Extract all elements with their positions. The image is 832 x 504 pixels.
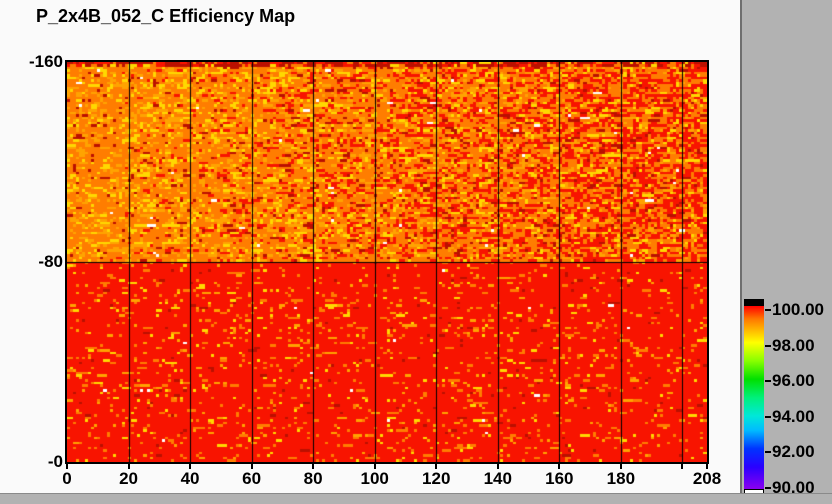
colorbar-gradient <box>744 306 764 489</box>
colorbar-label: 98.00 <box>772 335 815 355</box>
x-axis-tick <box>558 464 561 469</box>
x-axis-label: 100 <box>360 469 389 488</box>
x-axis-tick <box>66 464 68 469</box>
colorbar-tick <box>765 415 771 418</box>
x-axis-tick <box>250 464 253 469</box>
x-axis-tick <box>706 464 708 469</box>
colorbar-label: 100.00 <box>772 300 824 319</box>
colorbar-label: 96.00 <box>772 371 815 391</box>
colorbar-label: 92.00 <box>772 442 815 462</box>
x-axis-label: 180 <box>606 469 636 488</box>
colorbar-tick <box>765 344 771 347</box>
y-axis-label: -160 <box>28 52 63 71</box>
colorbar-tick <box>765 309 771 311</box>
x-axis-label: 160 <box>545 469 574 488</box>
x-axis-label: 80 <box>303 469 323 488</box>
colorbar-tick <box>765 451 771 454</box>
colorbar-overflow-cap <box>744 299 764 306</box>
x-axis-tick <box>681 464 684 469</box>
colorbar-tick <box>765 487 771 489</box>
x-axis-tick <box>435 464 438 469</box>
x-axis-tick <box>496 464 499 469</box>
colorbar-label: 94.00 <box>772 406 815 426</box>
x-axis-tick <box>312 464 315 469</box>
efficiency-heatmap-canvas <box>67 62 707 462</box>
x-axis-label: 208 <box>692 469 722 488</box>
colorbar-label: 90.00 <box>772 478 815 497</box>
heatmap-plot-frame <box>65 60 709 464</box>
x-axis-label: 0 <box>62 469 72 488</box>
y-axis-label: -0 <box>47 452 63 471</box>
colorbar-tick <box>765 380 771 383</box>
x-axis-tick <box>127 464 130 469</box>
chart-title: P_2x4B_052_C Efficiency Map <box>36 6 296 26</box>
x-axis-label: 120 <box>422 469 451 488</box>
x-axis-label: 20 <box>119 469 138 488</box>
x-axis-label: 40 <box>180 469 200 488</box>
x-axis-label: 60 <box>242 469 262 488</box>
x-axis-tick <box>189 464 192 469</box>
x-axis-tick <box>373 464 376 469</box>
x-axis-label: 140 <box>483 469 512 488</box>
bottom-window-strip <box>0 493 832 504</box>
y-axis-label: -80 <box>38 252 63 271</box>
x-axis-tick <box>619 464 622 469</box>
